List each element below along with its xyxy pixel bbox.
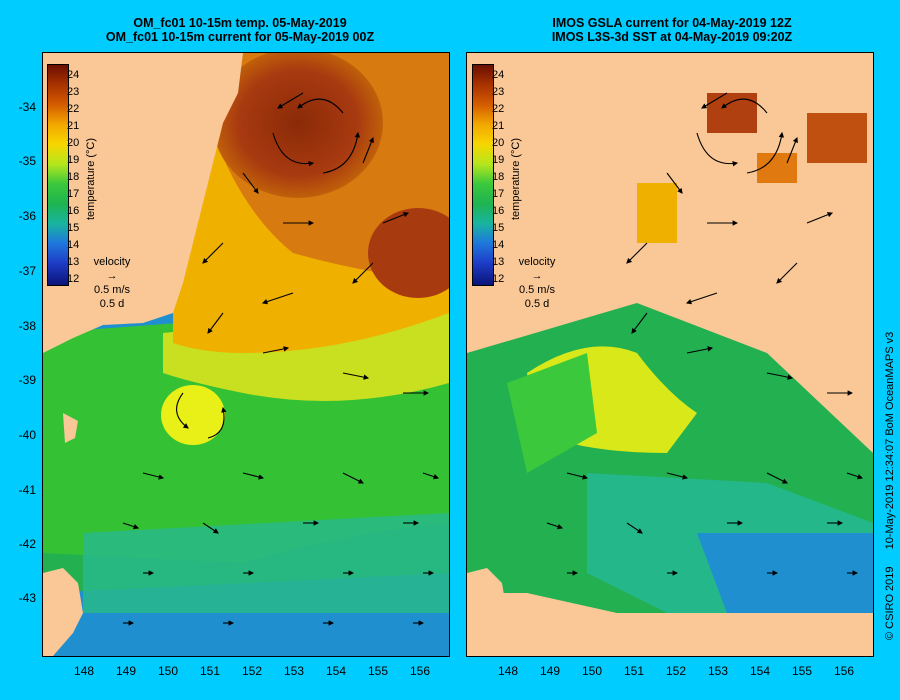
lat-tick: -35 bbox=[18, 154, 36, 168]
lat-tick: -36 bbox=[18, 209, 36, 223]
cyclonic-eddy bbox=[161, 385, 225, 445]
left-title-line2: OM_fc01 10-15m current for 05-May-2019 0… bbox=[105, 30, 375, 44]
lon-tick: 156 bbox=[833, 664, 855, 678]
cb-tick: 14 bbox=[492, 239, 505, 251]
lon-tick: 155 bbox=[367, 664, 389, 678]
lon-tick: 149 bbox=[539, 664, 561, 678]
velocity-speed: 0.5 m/s bbox=[518, 284, 556, 296]
cb-tick: 14 bbox=[67, 239, 80, 251]
right-panel-title: IMOS GSLA current for 04-May-2019 12Z IM… bbox=[462, 16, 882, 44]
right-map-panel[interactable] bbox=[466, 52, 874, 657]
credit-timestamp: 10-May-2019 12:34:07 BoM OceanMAPS v3 bbox=[884, 331, 896, 550]
cb-tick: 23 bbox=[67, 86, 80, 98]
cb-tick: 16 bbox=[67, 205, 80, 217]
cb-tick: 20 bbox=[492, 137, 505, 149]
credit-copyright: © CSIRO 2019 bbox=[884, 566, 896, 640]
sst-warm-patch-3 bbox=[807, 113, 867, 163]
velocity-label: velocity bbox=[93, 256, 131, 268]
land-flinders bbox=[63, 413, 78, 443]
lon-tick: 155 bbox=[791, 664, 813, 678]
land-tasmania bbox=[43, 568, 83, 656]
cb-tick: 17 bbox=[492, 188, 505, 200]
velocity-time: 0.5 d bbox=[99, 298, 125, 310]
lon-tick: 151 bbox=[199, 664, 221, 678]
cb-tick: 19 bbox=[67, 154, 80, 166]
lat-tick: -43 bbox=[18, 591, 36, 605]
lat-tick: -42 bbox=[18, 537, 36, 551]
cb-tick: 15 bbox=[67, 222, 80, 234]
sst-warm-patch-2 bbox=[707, 93, 757, 133]
lat-tick: -34 bbox=[18, 100, 36, 114]
left-colorbar bbox=[47, 64, 69, 286]
right-colorbar-title: temperature (°C) bbox=[510, 137, 522, 220]
sst-warm-patch-1 bbox=[637, 183, 677, 243]
cb-tick: 19 bbox=[492, 154, 505, 166]
velocity-label: velocity bbox=[518, 256, 556, 268]
sst-warm-patch-4 bbox=[757, 153, 797, 183]
lat-tick: -41 bbox=[18, 483, 36, 497]
credit-line: © CSIRO 2019 10-May-2019 12:34:07 BoM Oc… bbox=[884, 318, 896, 640]
lon-tick: 149 bbox=[115, 664, 137, 678]
lon-tick: 156 bbox=[409, 664, 431, 678]
lon-tick: 150 bbox=[157, 664, 179, 678]
velocity-arrows-r bbox=[546, 92, 864, 576]
cb-tick: 22 bbox=[492, 103, 505, 115]
left-title-line1: OM_fc01 10-15m temp. 05-May-2019 bbox=[133, 16, 347, 30]
right-velocity-legend: velocity → 0.5 m/s 0.5 d bbox=[502, 255, 572, 311]
lat-tick: -39 bbox=[18, 373, 36, 387]
cb-tick: 17 bbox=[67, 188, 80, 200]
velocity-arrow-icon: → bbox=[106, 270, 118, 282]
left-map-svg bbox=[43, 53, 449, 656]
lat-tick: -38 bbox=[18, 319, 36, 333]
lat-tick: -37 bbox=[18, 264, 36, 278]
lon-tick: 153 bbox=[707, 664, 729, 678]
cb-tick: 20 bbox=[67, 137, 80, 149]
lon-tick: 152 bbox=[665, 664, 687, 678]
right-map-svg bbox=[467, 53, 873, 656]
sst-lime bbox=[507, 353, 597, 473]
right-title-line2: IMOS L3S-3d SST at 04-May-2019 09:20Z bbox=[551, 30, 793, 44]
cb-tick: 13 bbox=[67, 256, 80, 268]
left-colorbar-title: temperature (°C) bbox=[85, 137, 97, 220]
lon-tick: 150 bbox=[581, 664, 603, 678]
right-title-line1: IMOS GSLA current for 04-May-2019 12Z bbox=[552, 16, 792, 30]
velocity-time: 0.5 d bbox=[524, 298, 550, 310]
land-australia bbox=[43, 53, 243, 353]
cb-tick: 21 bbox=[67, 120, 80, 132]
lat-tick: -40 bbox=[18, 428, 36, 442]
left-panel-title: OM_fc01 10-15m temp. 05-May-2019 OM_fc01… bbox=[30, 16, 450, 44]
right-colorbar bbox=[472, 64, 494, 286]
cb-tick: 21 bbox=[492, 120, 505, 132]
velocity-arrows bbox=[122, 92, 440, 626]
cb-tick: 12 bbox=[492, 273, 505, 285]
lon-tick: 152 bbox=[241, 664, 263, 678]
cb-tick: 18 bbox=[67, 171, 80, 183]
lon-tick: 153 bbox=[283, 664, 305, 678]
teal-water bbox=[83, 513, 449, 613]
cb-tick: 18 bbox=[492, 171, 505, 183]
lon-tick: 154 bbox=[749, 664, 771, 678]
warm-eddy bbox=[213, 53, 383, 198]
cb-tick: 15 bbox=[492, 222, 505, 234]
cb-tick: 24 bbox=[67, 69, 80, 81]
lon-tick: 154 bbox=[325, 664, 347, 678]
cb-tick: 12 bbox=[67, 273, 80, 285]
sst-blue bbox=[697, 533, 873, 613]
lon-tick: 148 bbox=[497, 664, 519, 678]
land-tasmania-r bbox=[467, 568, 507, 656]
velocity-speed: 0.5 m/s bbox=[93, 284, 131, 296]
left-map-panel[interactable] bbox=[42, 52, 450, 657]
lon-tick: 151 bbox=[623, 664, 645, 678]
lon-tick: 148 bbox=[73, 664, 95, 678]
land-australia-r bbox=[467, 53, 667, 353]
cb-tick: 22 bbox=[67, 103, 80, 115]
velocity-arrow-icon: → bbox=[531, 270, 543, 282]
left-velocity-legend: velocity → 0.5 m/s 0.5 d bbox=[77, 255, 147, 311]
cb-tick: 16 bbox=[492, 205, 505, 217]
warm-eddy-east bbox=[368, 208, 449, 298]
cb-tick: 24 bbox=[492, 69, 505, 81]
cb-tick: 23 bbox=[492, 86, 505, 98]
cb-tick: 13 bbox=[492, 256, 505, 268]
